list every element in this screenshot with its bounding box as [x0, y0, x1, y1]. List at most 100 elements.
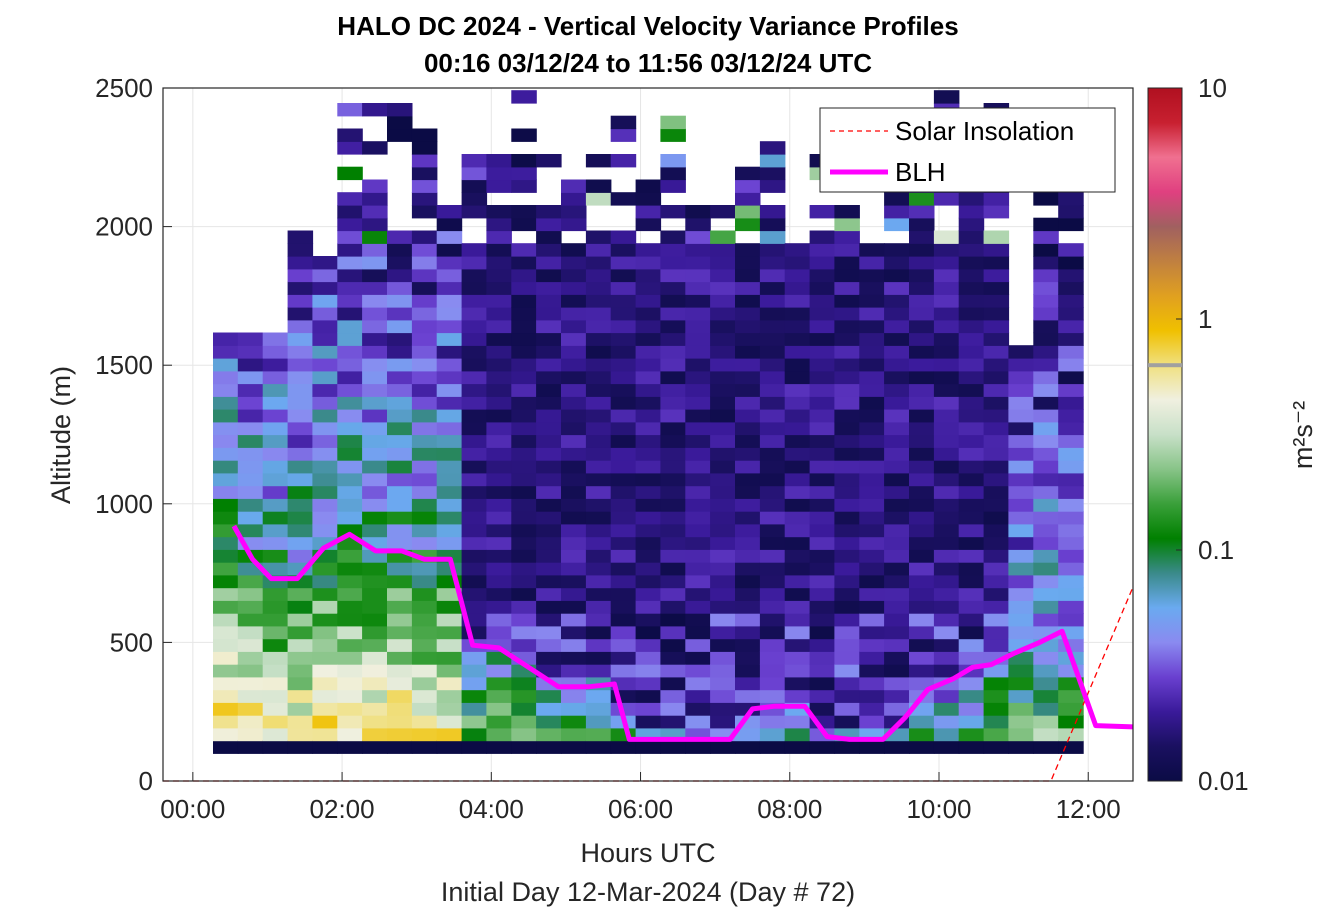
heatmap-cell — [909, 523, 935, 538]
heatmap-cell — [809, 498, 836, 512]
heatmap-cell — [660, 294, 686, 308]
heatmap-cell — [685, 638, 711, 652]
heatmap-cell — [561, 727, 587, 742]
heatmap-cell — [834, 651, 860, 665]
heatmap-cell — [859, 523, 885, 538]
heatmap-cell — [859, 625, 885, 640]
heatmap-cell — [585, 421, 612, 436]
heatmap-cell — [585, 192, 612, 206]
heatmap-cell — [337, 243, 363, 257]
heatmap-cell — [287, 651, 314, 665]
heatmap-cell — [859, 702, 885, 716]
heatmap-cell — [1058, 409, 1084, 423]
heatmap-cell — [933, 498, 960, 512]
heatmap-cell — [958, 281, 985, 295]
legend-box — [819, 107, 1116, 193]
heatmap-cell — [610, 600, 637, 614]
heatmap-cell — [486, 587, 512, 601]
heatmap-cell — [213, 664, 239, 678]
heatmap-cell — [585, 587, 612, 601]
heatmap-cell — [461, 574, 488, 589]
heatmap-cell — [337, 268, 363, 283]
heatmap-cell — [983, 409, 1010, 423]
heatmap-cell — [337, 664, 363, 678]
heatmap-cell — [809, 205, 836, 219]
heatmap-cell — [759, 396, 786, 410]
heatmap-cell — [909, 268, 935, 283]
heatmap-cell — [710, 549, 736, 563]
heatmap-cell — [735, 689, 761, 703]
heatmap-cell — [958, 243, 985, 257]
heatmap-cell — [784, 370, 811, 385]
heatmap-cell — [759, 256, 786, 270]
heatmap-cell — [362, 574, 388, 589]
heatmap-cell — [635, 702, 662, 716]
heatmap-cell — [461, 676, 488, 691]
heatmap-cell — [685, 689, 711, 703]
heatmap-cell — [362, 600, 388, 614]
heatmap-cell — [685, 574, 711, 589]
heatmap-cell — [859, 370, 885, 385]
heatmap-cell — [237, 727, 264, 742]
heatmap-cell — [759, 319, 786, 334]
heatmap-cell — [884, 434, 910, 448]
legend-label-solar: Solar Insolation — [895, 116, 1074, 146]
heatmap-cell — [1033, 332, 1059, 346]
heatmap-cell — [585, 370, 612, 385]
heatmap-cell — [809, 447, 836, 461]
heatmap-cell — [511, 281, 537, 295]
colorbar-marker — [1148, 363, 1182, 368]
heatmap-cell — [884, 613, 910, 627]
heatmap-cell — [337, 434, 363, 448]
heatmap-cell — [585, 702, 612, 716]
heatmap-cell — [561, 574, 587, 589]
heatmap-cell — [436, 256, 463, 270]
heatmap-cell — [660, 243, 686, 257]
heatmap-cell — [635, 396, 662, 410]
heatmap-cell — [561, 192, 587, 206]
heatmap-cell — [759, 562, 786, 576]
heatmap-cell — [337, 103, 363, 117]
heatmap-cell — [287, 383, 314, 397]
heatmap-cell — [1033, 549, 1059, 563]
heatmap-cell — [710, 307, 736, 321]
heatmap-cell — [287, 281, 314, 295]
heatmap-cell — [983, 307, 1010, 321]
heatmap-cell — [660, 319, 686, 334]
heatmap-cell — [610, 370, 637, 385]
heatmap-cell — [1008, 727, 1034, 742]
heatmap-cell — [685, 740, 711, 754]
heatmap-cell — [213, 460, 239, 474]
heatmap-cell — [685, 256, 711, 270]
heatmap-cell — [561, 205, 587, 219]
heatmap-cell — [909, 498, 935, 512]
heatmap-cell — [1008, 676, 1034, 691]
heatmap-cell — [362, 319, 388, 334]
heatmap-cell — [958, 702, 985, 716]
heatmap-cell — [834, 638, 860, 652]
heatmap-cell — [312, 625, 338, 640]
heatmap-cell — [337, 230, 363, 244]
heatmap-cell — [585, 154, 612, 168]
heatmap-cell — [933, 523, 960, 538]
heatmap-cell — [809, 740, 836, 754]
heatmap-cell — [909, 217, 935, 232]
heatmap-cell — [759, 727, 786, 742]
heatmap-cell — [884, 192, 910, 206]
heatmap-cell — [362, 409, 388, 423]
heatmap-cell — [1008, 523, 1034, 538]
heatmap-cell — [685, 485, 711, 499]
heatmap-cell — [958, 651, 985, 665]
heatmap-cell — [884, 447, 910, 461]
heatmap-cell — [660, 396, 686, 410]
heatmap-cell — [958, 345, 985, 359]
heatmap-cell — [561, 651, 587, 665]
heatmap-cell — [635, 549, 662, 563]
heatmap-cell — [337, 192, 363, 206]
heatmap-cell — [635, 383, 662, 397]
heatmap-cell — [685, 587, 711, 601]
x-axis-ticks: 00:00 02:00 04:00 06:00 08:00 10:00 12:00 — [160, 772, 1121, 824]
heatmap-cell — [958, 319, 985, 334]
heatmap-cell — [884, 243, 910, 257]
heatmap-cell — [660, 383, 686, 397]
